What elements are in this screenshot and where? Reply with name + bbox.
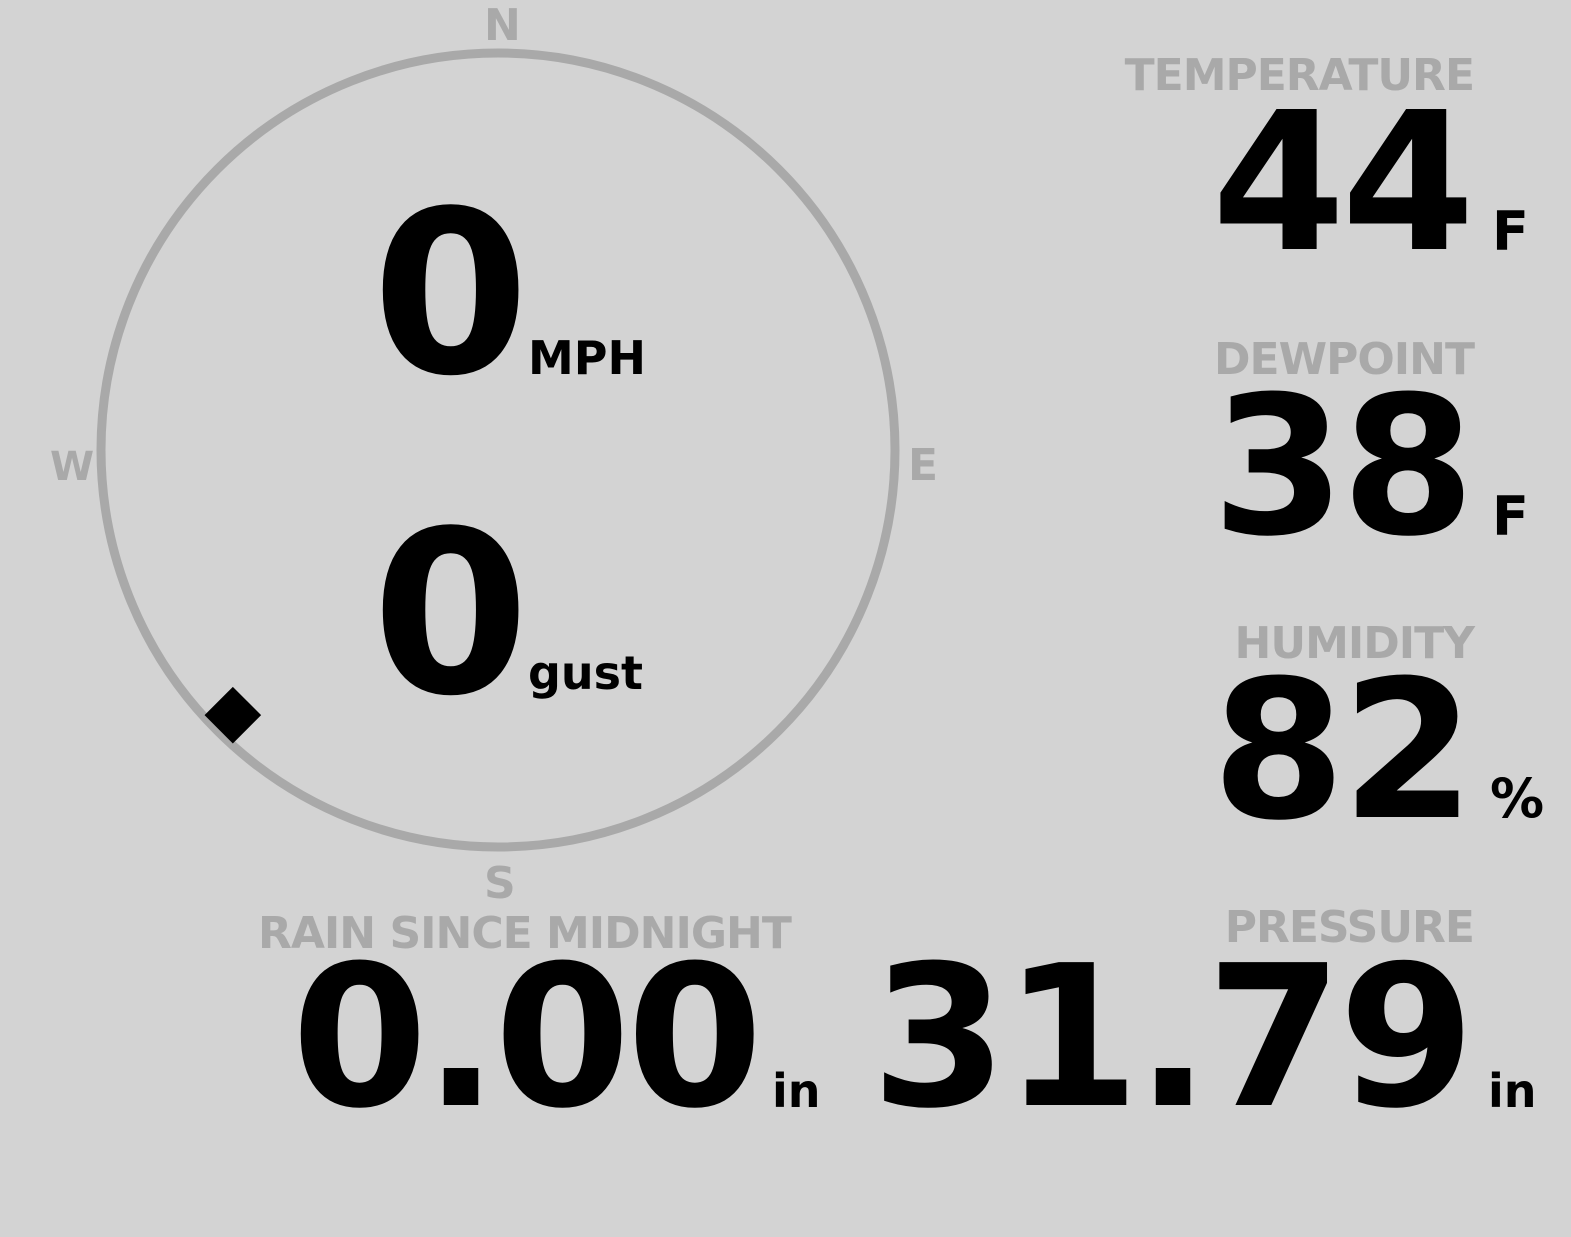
wind-gust-value: 0	[372, 483, 529, 746]
temperature-unit: F	[1492, 200, 1529, 263]
wind-direction-marker	[204, 686, 262, 744]
humidity-value: 82	[1211, 640, 1475, 863]
pressure-value: 31.79	[871, 924, 1475, 1152]
humidity-label: HUMIDITY	[1234, 618, 1475, 669]
dewpoint-label: DEWPOINT	[1214, 334, 1475, 385]
rain-value: 0.00	[291, 924, 763, 1152]
compass-north: N	[484, 0, 521, 51]
compass-ring	[96, 48, 900, 852]
pressure-label: PRESSURE	[1224, 902, 1475, 953]
dewpoint-unit: F	[1492, 485, 1529, 548]
rain-unit: in	[772, 1064, 821, 1118]
compass-south: S	[484, 858, 516, 909]
temperature-value: 44	[1211, 72, 1475, 295]
wind-gust-unit: gust	[528, 646, 644, 700]
compass-west: W	[50, 444, 95, 490]
wind-speed-value: 0	[372, 163, 529, 426]
wind-speed-unit: MPH	[528, 331, 646, 385]
dewpoint-value: 38	[1211, 356, 1475, 579]
pressure-unit: in	[1488, 1064, 1537, 1118]
humidity-unit: %	[1490, 767, 1545, 830]
rain-label: RAIN SINCE MIDNIGHT	[258, 908, 792, 959]
temperature-label: TEMPERATURE	[1124, 50, 1475, 101]
compass-east: E	[908, 440, 939, 491]
